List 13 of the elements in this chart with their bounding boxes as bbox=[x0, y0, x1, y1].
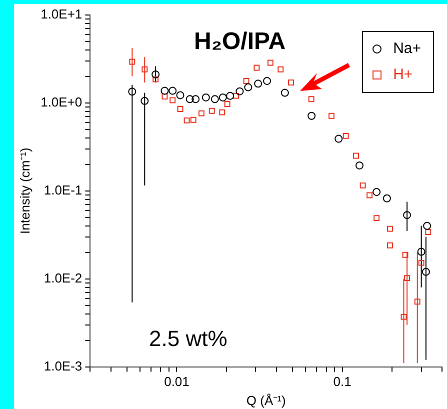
y-tick-label: 1.0E-2 bbox=[44, 270, 82, 286]
x-tick-label: 0.01 bbox=[164, 374, 190, 390]
annotation: 2.5 wt% bbox=[149, 326, 228, 352]
y-tick-label: 1.0E+1 bbox=[40, 6, 82, 22]
legend-label: Na+ bbox=[393, 40, 421, 57]
annotation: H₂O/IPA bbox=[194, 28, 286, 56]
x-axis-title: Q (Å⁻¹) bbox=[246, 392, 286, 408]
y-tick-label: 1.0E+0 bbox=[40, 94, 82, 110]
y-tick-label: 1.0E-3 bbox=[44, 358, 82, 374]
y-axis-title: Intensity (cm⁻¹) bbox=[17, 148, 32, 234]
x-tick-label: 0.1 bbox=[333, 374, 352, 390]
legend-label: H+ bbox=[393, 66, 413, 83]
y-tick-label: 1.0E-1 bbox=[44, 182, 82, 198]
